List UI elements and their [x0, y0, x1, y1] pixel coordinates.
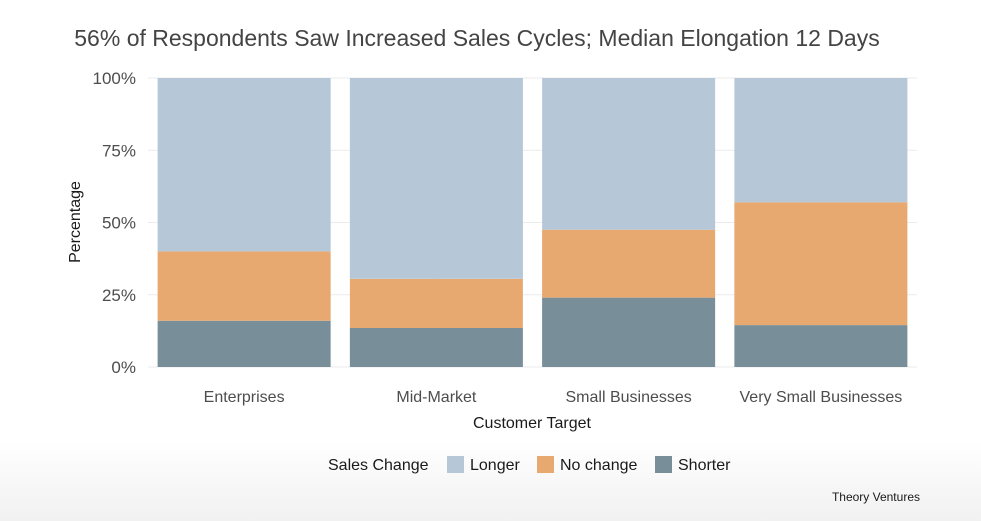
x-category-label: Small Businesses [565, 389, 691, 406]
bars [157, 78, 908, 367]
bar-shorter-small-businesses [542, 297, 716, 367]
legend-title: Sales Change [328, 457, 429, 474]
bar-no-change-enterprises [157, 251, 331, 321]
bar-longer-small-businesses [542, 78, 716, 230]
y-axis-ticks: 0% 25% 50% 75% 100% [93, 69, 136, 377]
bar-longer-enterprises [157, 78, 331, 252]
x-axis-title: Customer Target [473, 415, 592, 432]
bar-no-change-small-businesses [542, 229, 716, 298]
x-category-label: Mid-Market [396, 389, 477, 406]
y-tick-label: 0% [111, 358, 136, 377]
bar-no-change-mid-market [349, 278, 523, 328]
chart-title: 56% of Respondents Saw Increased Sales C… [74, 25, 879, 51]
legend: Sales Change Longer No change Shorter [328, 456, 731, 474]
y-tick-label: 25% [102, 286, 136, 305]
bar-no-change-very-small-businesses [734, 202, 908, 326]
legend-swatch-no-change [537, 456, 554, 473]
y-axis-title: Percentage [67, 181, 84, 263]
legend-label-no-change: No change [560, 457, 637, 474]
bar-longer-mid-market [349, 78, 523, 279]
x-axis-labels: Enterprises Mid-Market Small Businesses Ver… [204, 389, 903, 406]
legend-label-shorter: Shorter [678, 457, 731, 474]
legend-swatch-shorter [655, 456, 672, 473]
legend-label-longer: Longer [470, 457, 520, 474]
y-tick-label: 75% [102, 141, 136, 160]
bar-shorter-mid-market [349, 327, 523, 367]
y-tick-label: 100% [93, 69, 136, 88]
x-category-label: Enterprises [204, 389, 285, 406]
x-category-label: Very Small Businesses [740, 389, 903, 406]
y-tick-label: 50% [102, 214, 136, 233]
source-credit: Theory Ventures [832, 490, 920, 504]
bar-longer-very-small-businesses [734, 78, 908, 203]
bar-shorter-very-small-businesses [734, 325, 908, 367]
bar-shorter-enterprises [157, 320, 331, 367]
legend-swatch-longer [447, 456, 464, 473]
